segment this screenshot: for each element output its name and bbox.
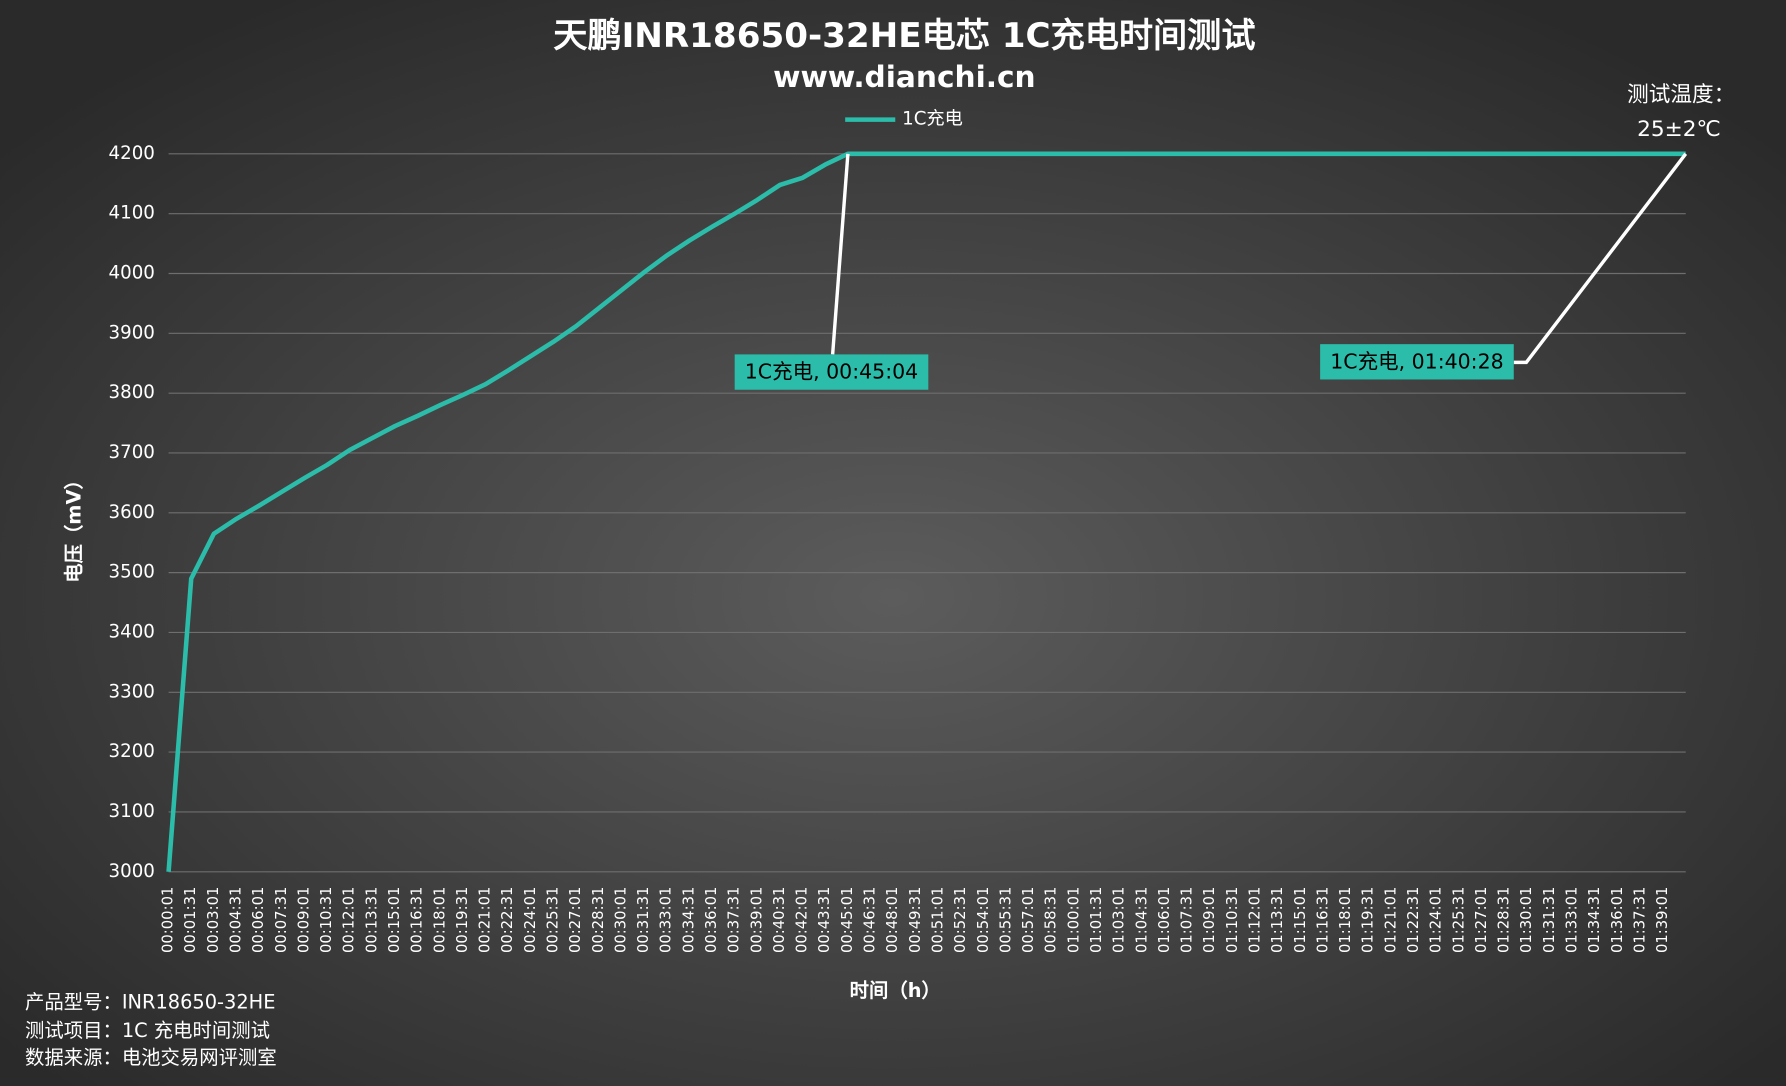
x-axis-label: 时间（h） — [850, 979, 941, 1002]
x-tick-label: 01:24:01 — [1428, 887, 1445, 953]
x-tick-label: 00:30:01 — [612, 887, 629, 953]
y-tick-label: 3300 — [109, 681, 155, 702]
y-tick-label: 3100 — [109, 801, 155, 822]
temperature-value: 25±2℃ — [1637, 117, 1721, 142]
x-tick-label: 00:52:31 — [952, 887, 969, 953]
x-tick-label: 01:16:31 — [1314, 887, 1331, 953]
x-tick-label: 00:43:31 — [816, 887, 833, 953]
x-tick-label: 00:45:01 — [839, 887, 856, 953]
x-tick-label: 00:12:01 — [341, 887, 358, 953]
x-tick-label: 00:33:01 — [658, 887, 675, 953]
x-tick-label: 01:36:01 — [1609, 887, 1626, 953]
x-tick-label: 00:28:31 — [590, 887, 607, 953]
x-tick-label: 01:10:31 — [1224, 887, 1241, 953]
x-tick-label: 00:01:31 — [182, 887, 199, 953]
x-tick-label: 01:34:31 — [1586, 887, 1603, 953]
x-tick-label: 01:31:31 — [1541, 887, 1558, 953]
y-tick-label: 3900 — [109, 322, 155, 343]
x-tick-label: 00:27:01 — [567, 887, 584, 953]
annotation: 1C充电, 01:40:28 — [1330, 349, 1503, 373]
x-tick-label: 00:42:01 — [794, 887, 811, 953]
y-axis-label: 电压（mV） — [63, 470, 86, 583]
y-tick-label: 3400 — [109, 621, 155, 642]
x-tick-label: 01:03:01 — [1111, 887, 1128, 953]
y-tick-label: 3000 — [109, 861, 155, 882]
x-tick-label: 01:09:01 — [1201, 887, 1218, 953]
x-tick-label: 01:12:01 — [1246, 887, 1263, 953]
y-tick-label: 4200 — [109, 143, 155, 164]
x-tick-label: 00:15:01 — [386, 887, 403, 953]
x-tick-label: 00:13:31 — [363, 887, 380, 953]
y-tick-label: 3200 — [109, 741, 155, 762]
x-tick-label: 00:55:31 — [997, 887, 1014, 953]
x-tick-label: 01:28:31 — [1496, 887, 1513, 953]
x-tick-label: 00:03:01 — [205, 887, 222, 953]
x-tick-label: 00:51:01 — [929, 887, 946, 953]
chart-subtitle: www.dianchi.cn — [773, 60, 1035, 94]
x-tick-label: 00:36:01 — [703, 887, 720, 953]
x-tick-label: 00:31:31 — [635, 887, 652, 953]
x-tick-label: 00:07:31 — [273, 887, 290, 953]
note: 数据来源：电池交易网评测室 — [25, 1046, 277, 1069]
x-tick-label: 01:22:31 — [1405, 887, 1422, 953]
note: 产品型号：INR18650-32HE — [25, 990, 275, 1013]
y-tick-label: 3500 — [109, 562, 155, 583]
x-tick-label: 00:40:31 — [771, 887, 788, 953]
x-tick-label: 01:06:01 — [1156, 887, 1173, 953]
x-tick-label: 00:49:31 — [907, 887, 924, 953]
x-tick-label: 01:01:31 — [1088, 887, 1105, 953]
x-tick-label: 00:57:01 — [1020, 887, 1037, 953]
x-tick-label: 00:22:31 — [499, 887, 516, 953]
y-tick-label: 3700 — [109, 442, 155, 463]
y-tick-label: 3600 — [109, 502, 155, 523]
x-tick-label: 00:18:01 — [431, 887, 448, 953]
x-tick-label: 00:34:31 — [680, 887, 697, 953]
annotation-leader — [830, 153, 850, 355]
x-tick-label: 00:24:01 — [522, 887, 539, 953]
x-tick-label: 01:13:31 — [1269, 887, 1286, 953]
x-tick-label: 00:19:31 — [454, 887, 471, 953]
x-tick-label: 00:58:31 — [1043, 887, 1060, 953]
legend-label: 1C充电 — [902, 109, 963, 130]
x-tick-label: 01:18:01 — [1337, 887, 1354, 953]
x-tick-label: 00:48:01 — [884, 887, 901, 953]
x-tick-label: 01:21:01 — [1382, 887, 1399, 953]
x-tick-label: 00:16:31 — [409, 887, 426, 953]
x-tick-label: 01:30:01 — [1518, 887, 1535, 953]
x-tick-label: 01:37:31 — [1631, 887, 1648, 953]
x-tick-label: 01:27:01 — [1473, 887, 1490, 953]
x-tick-label: 01:33:01 — [1564, 887, 1581, 953]
x-tick-label: 00:00:01 — [160, 887, 177, 953]
y-tick-label: 3800 — [109, 382, 155, 403]
annotation-box — [734, 354, 929, 390]
x-tick-label: 01:04:31 — [1133, 887, 1150, 953]
x-tick-label: 00:39:01 — [748, 887, 765, 953]
x-tick-label: 01:25:31 — [1450, 887, 1467, 953]
data-line — [166, 151, 1686, 872]
x-tick-label: 00:37:31 — [726, 887, 743, 953]
x-tick-label: 01:00:01 — [1065, 887, 1082, 953]
note: 测试项目：1C 充电时间测试 — [25, 1019, 270, 1042]
annotation-box — [1320, 344, 1514, 380]
x-tick-label: 00:21:01 — [477, 887, 494, 953]
x-tick-label: 00:09:01 — [295, 887, 312, 953]
annotation-leader — [1513, 152, 1688, 365]
x-tick-label: 00:25:31 — [545, 887, 562, 953]
x-tick-label: 00:10:31 — [318, 887, 335, 953]
x-tick-label: 00:54:01 — [975, 887, 992, 953]
x-tick-label: 01:07:31 — [1179, 887, 1196, 953]
x-tick-label: 01:15:01 — [1292, 887, 1309, 953]
x-tick-label: 00:46:31 — [862, 887, 879, 953]
y-tick-label: 4000 — [109, 262, 155, 283]
y-tick-label: 4100 — [109, 203, 155, 224]
x-tick-label: 00:04:31 — [228, 887, 245, 953]
annotation: 1C充电, 00:45:04 — [745, 360, 918, 384]
x-tick-label: 00:06:01 — [250, 887, 267, 953]
chart-title: 天鹏INR18650-32HE电芯 1C充电时间测试 — [553, 16, 1255, 56]
temperature-label: 测试温度： — [1627, 83, 1735, 108]
x-tick-label: 01:19:31 — [1360, 887, 1377, 953]
x-tick-label: 01:39:01 — [1654, 887, 1671, 953]
